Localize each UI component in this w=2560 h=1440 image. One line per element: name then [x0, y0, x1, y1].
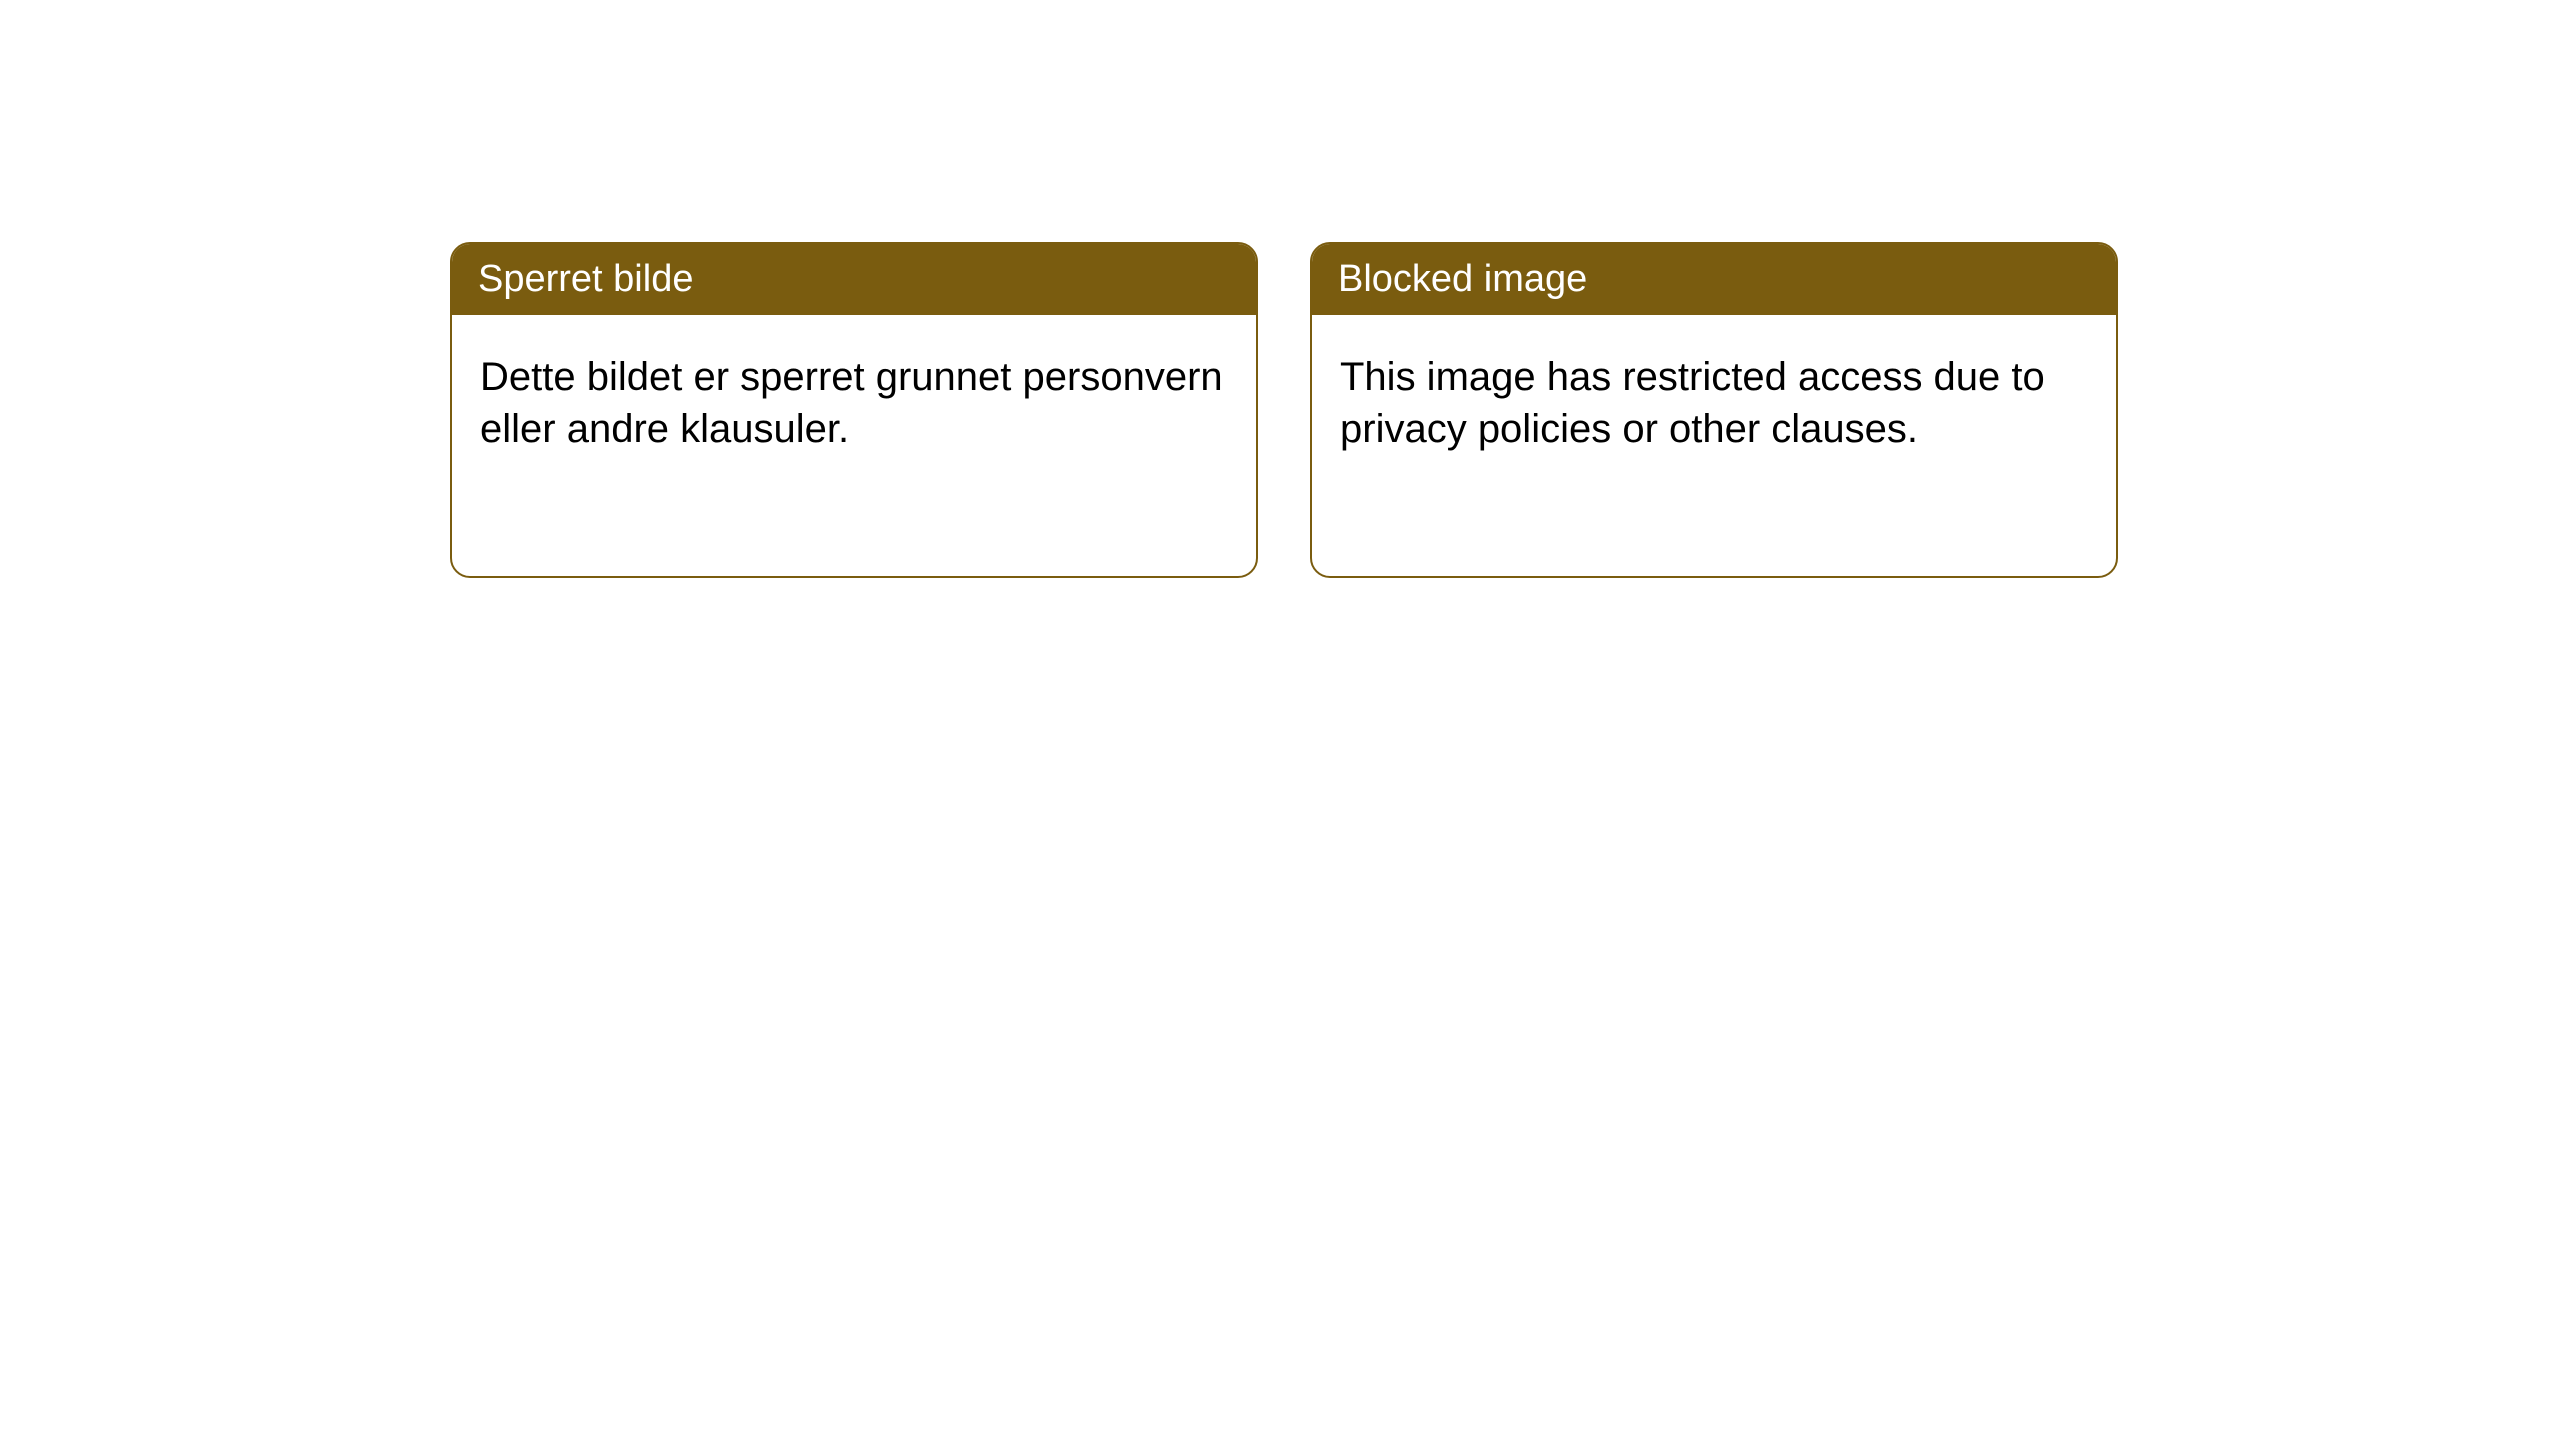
notice-container: Sperret bilde Dette bildet er sperret gr… [0, 0, 2560, 578]
card-body-text: This image has restricted access due to … [1340, 355, 2045, 451]
blocked-image-card-no: Sperret bilde Dette bildet er sperret gr… [450, 242, 1258, 578]
card-title: Blocked image [1338, 258, 1587, 300]
card-header: Sperret bilde [452, 244, 1256, 315]
card-body: This image has restricted access due to … [1312, 315, 2116, 491]
card-title: Sperret bilde [478, 258, 693, 300]
card-header: Blocked image [1312, 244, 2116, 315]
card-body-text: Dette bildet er sperret grunnet personve… [480, 355, 1223, 451]
blocked-image-card-en: Blocked image This image has restricted … [1310, 242, 2118, 578]
card-body: Dette bildet er sperret grunnet personve… [452, 315, 1256, 491]
